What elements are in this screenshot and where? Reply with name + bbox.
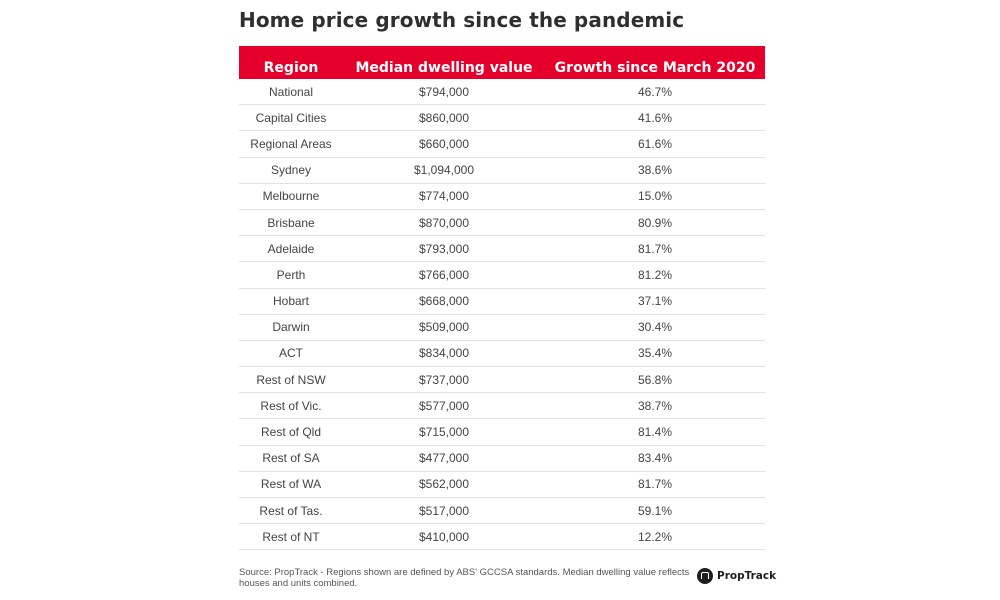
cell-region: Darwin (272, 320, 310, 335)
cell-region: ACT (279, 346, 303, 361)
cell-median-value: $793,000 (418, 241, 470, 256)
column-header-region: Region (263, 60, 319, 76)
cell-growth: 15.0% (637, 189, 673, 204)
cell-median-value: $766,000 (418, 267, 470, 282)
cell-median-value: $660,000 (418, 136, 470, 151)
cell-region: Sydney (270, 163, 312, 178)
cell-region: National (268, 84, 314, 99)
cell-growth: 38.7% (637, 398, 673, 413)
column-header-median-value: Median dwelling value (355, 60, 533, 76)
table-row: National $794,000 46.7% (239, 79, 765, 106)
cell-median-value: $509,000 (418, 320, 470, 335)
cell-median-value: $834,000 (418, 346, 470, 361)
cell-region: Rest of Tas. (259, 503, 323, 518)
cell-region: Hobart (272, 294, 310, 309)
cell-growth: 56.8% (637, 372, 673, 387)
table-row: ACT $834,000 35.4% (239, 341, 765, 368)
cell-region: Rest of Vic. (260, 398, 322, 413)
cell-median-value: $794,000 (418, 84, 470, 99)
table-row: Adelaide $793,000 81.7% (239, 236, 765, 263)
cell-growth: 35.4% (637, 346, 673, 361)
cell-growth: 81.7% (637, 477, 673, 492)
cell-growth: 80.9% (637, 215, 673, 230)
cell-growth: 59.1% (637, 503, 673, 518)
cell-growth: 46.7% (637, 84, 673, 99)
cell-region: Rest of Qld (260, 425, 322, 440)
logo-text: PropTrack (717, 570, 777, 582)
table-row: Regional Areas $660,000 61.6% (239, 131, 765, 158)
cell-median-value: $410,000 (418, 529, 470, 544)
cell-growth: 41.6% (637, 110, 673, 125)
cell-growth: 30.4% (637, 320, 673, 335)
cell-median-value: $774,000 (418, 189, 470, 204)
cell-growth: 61.6% (637, 136, 673, 151)
cell-median-value: $477,000 (418, 451, 470, 466)
table-row: Rest of Tas. $517,000 59.1% (239, 498, 765, 525)
cell-median-value: $577,000 (418, 398, 470, 413)
cell-growth: 12.2% (637, 529, 673, 544)
cell-region: Adelaide (267, 241, 315, 256)
cell-median-value: $870,000 (418, 215, 470, 230)
table-row: Melbourne $774,000 15.0% (239, 184, 765, 210)
table-row: Capital Cities $860,000 41.6% (239, 105, 765, 132)
cell-median-value: $715,000 (418, 425, 470, 440)
cell-region: Melbourne (262, 189, 320, 204)
column-header-growth: Growth since March 2020 (554, 60, 756, 76)
table-row: Rest of Qld $715,000 81.4% (239, 419, 765, 446)
source-note: Source: PropTrack - Regions shown are de… (239, 567, 690, 589)
table-row: Hobart $668,000 37.1% (239, 289, 765, 315)
cell-growth: 81.4% (637, 425, 673, 440)
cell-region: Capital Cities (255, 110, 327, 125)
cell-median-value: $668,000 (418, 294, 470, 309)
cell-region: Regional Areas (250, 136, 332, 151)
cell-region: Perth (276, 267, 306, 282)
cell-growth: 81.2% (637, 267, 673, 282)
proptrack-logo: PropTrack (697, 568, 776, 584)
cell-growth: 83.4% (637, 451, 673, 466)
cell-region: Brisbane (267, 215, 315, 230)
table-row: Sydney $1,094,000 38.6% (239, 158, 765, 184)
table-row: Rest of SA $477,000 83.4% (239, 446, 765, 472)
table-row: Perth $766,000 81.2% (239, 262, 765, 289)
cell-median-value: $562,000 (418, 477, 470, 492)
table-row: Rest of NSW $737,000 56.8% (239, 367, 765, 394)
cell-growth: 37.1% (637, 294, 673, 309)
cell-region: Rest of NSW (256, 372, 326, 387)
data-table: Region Median dwelling value Growth sinc… (239, 46, 765, 551)
cell-median-value: $860,000 (418, 110, 470, 125)
cell-growth: 38.6% (637, 163, 673, 178)
cell-growth: 81.7% (637, 241, 673, 256)
cell-region: Rest of NT (262, 529, 320, 544)
cell-median-value: $1,094,000 (413, 163, 475, 178)
cell-median-value: $737,000 (418, 372, 470, 387)
chart-title: Home price growth since the pandemic (239, 8, 685, 32)
table-body: National $794,000 46.7% Capital Cities $860,… (239, 79, 765, 551)
table-row: Rest of Vic. $577,000 38.7% (239, 393, 765, 420)
cell-region: Rest of WA (260, 477, 322, 492)
table-row: Rest of NT $410,000 12.2% (239, 524, 765, 551)
table-row: Brisbane $870,000 80.9% (239, 210, 765, 237)
proptrack-logo-icon (697, 568, 713, 584)
cell-region: Rest of SA (262, 451, 320, 466)
cell-median-value: $517,000 (418, 503, 470, 518)
table-row: Rest of WA $562,000 81.7% (239, 472, 765, 498)
table-row: Darwin $509,000 30.4% (239, 315, 765, 341)
table-header: Region Median dwelling value Growth sinc… (239, 46, 765, 79)
